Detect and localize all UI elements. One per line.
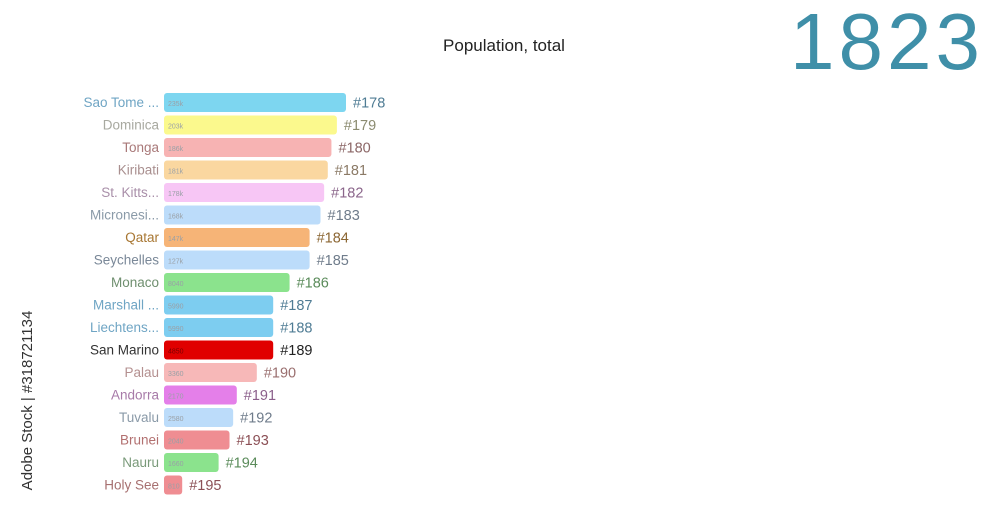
bar-value-label: 235k bbox=[168, 101, 184, 108]
bar bbox=[164, 93, 346, 112]
bar bbox=[164, 408, 234, 427]
bar-value-label: 3360 bbox=[168, 371, 184, 378]
rank-label: #194 bbox=[226, 456, 258, 472]
category-label: Liechtens... bbox=[90, 320, 159, 335]
category-label: Sao Tome ... bbox=[83, 95, 159, 110]
rank-label: #183 bbox=[328, 208, 360, 224]
bar-value-label: 5990 bbox=[168, 326, 184, 333]
category-label: Palau bbox=[124, 365, 159, 380]
bar bbox=[164, 475, 183, 495]
bar bbox=[164, 160, 328, 180]
bar-value-label: 2580 bbox=[168, 416, 184, 423]
rank-label: #185 bbox=[317, 253, 349, 269]
bar-value-label: 203k bbox=[168, 124, 184, 131]
bar bbox=[164, 273, 290, 292]
bar bbox=[164, 340, 274, 360]
bar-value-label: 2170 bbox=[168, 394, 184, 401]
bar bbox=[164, 115, 337, 135]
bar bbox=[164, 183, 325, 202]
chart-title: Population, total bbox=[443, 36, 565, 55]
category-label: Kiribati bbox=[118, 163, 159, 178]
rank-label: #189 bbox=[280, 343, 312, 359]
rank-label: #184 bbox=[317, 231, 349, 247]
category-label: Nauru bbox=[122, 455, 159, 470]
rank-label: #190 bbox=[264, 366, 296, 382]
bar-value-label: 147k bbox=[168, 236, 184, 243]
bar-value-label: 178k bbox=[168, 191, 184, 198]
category-label: Tonga bbox=[122, 140, 159, 155]
rank-label: #179 bbox=[344, 118, 376, 134]
category-label: Qatar bbox=[125, 230, 159, 245]
bar-value-label: 8040 bbox=[168, 281, 184, 288]
rank-label: #186 bbox=[297, 276, 329, 292]
bar bbox=[164, 228, 310, 247]
bar bbox=[164, 250, 310, 270]
rank-label: #187 bbox=[280, 298, 312, 314]
bar bbox=[164, 363, 257, 382]
category-label: St. Kitts... bbox=[101, 185, 159, 200]
bar bbox=[164, 318, 274, 337]
category-label: Monaco bbox=[111, 275, 159, 290]
rank-label: #193 bbox=[237, 433, 269, 449]
category-label: Brunei bbox=[120, 433, 159, 448]
rank-label: #181 bbox=[335, 163, 367, 179]
rank-label: #191 bbox=[244, 388, 276, 404]
bar bbox=[164, 430, 230, 450]
bar-value-label: 5990 bbox=[168, 304, 184, 311]
category-label: Marshall ... bbox=[93, 298, 159, 313]
bar bbox=[164, 295, 274, 315]
bar-value-label: 1660 bbox=[168, 461, 184, 468]
bar-value-label: 810 bbox=[168, 484, 180, 491]
rank-label: #182 bbox=[331, 186, 363, 202]
bar-value-label: 186k bbox=[168, 146, 184, 153]
rank-label: #188 bbox=[280, 321, 312, 337]
category-label: Seychelles bbox=[94, 253, 160, 268]
category-label: Holy See bbox=[104, 478, 159, 493]
bar-value-label: 4850 bbox=[168, 349, 184, 356]
category-label: San Marino bbox=[90, 343, 159, 358]
rank-label: #180 bbox=[338, 141, 370, 157]
bar bbox=[164, 205, 321, 225]
rank-label: #195 bbox=[189, 478, 221, 494]
bar bbox=[164, 453, 219, 472]
rank-label: #178 bbox=[353, 96, 385, 112]
year-indicator: 1823 bbox=[790, 0, 984, 86]
bar-value-label: 2040 bbox=[168, 439, 184, 446]
category-label: Dominica bbox=[103, 118, 160, 133]
category-label: Andorra bbox=[111, 388, 160, 403]
category-label: Tuvalu bbox=[119, 410, 159, 425]
bar-value-label: 127k bbox=[168, 259, 184, 266]
bar bbox=[164, 138, 332, 157]
rank-label: #192 bbox=[240, 411, 272, 427]
bar-value-label: 168k bbox=[168, 214, 184, 221]
bar bbox=[164, 385, 237, 405]
bar-value-label: 181k bbox=[168, 169, 184, 176]
category-label: Micronesi... bbox=[90, 208, 159, 223]
